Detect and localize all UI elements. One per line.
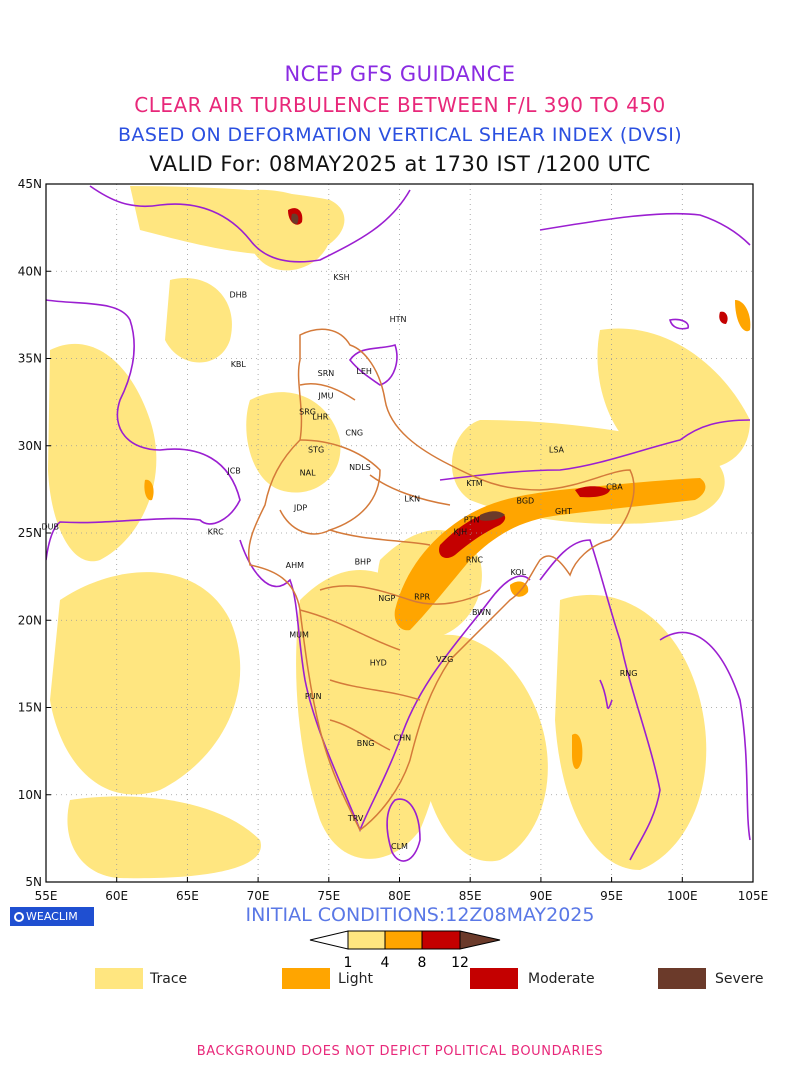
legend-label-moderate: Moderate (528, 971, 595, 987)
lon-tick-label: 95E (600, 889, 623, 903)
station-label-cba: CBA (606, 482, 623, 491)
lon-tick-label: 75E (317, 889, 340, 903)
lon-tick-label: 100E (667, 889, 698, 903)
title-line-1: NCEP GFS GUIDANCE (284, 62, 516, 86)
legend-swatch-light (282, 968, 330, 989)
lon-tick-label: 80E (388, 889, 411, 903)
station-label-lhr: LHR (312, 413, 328, 422)
light-turbulence-band (144, 300, 751, 770)
station-label-ptn: PTN (464, 516, 480, 525)
station-label-kbl: KBL (231, 360, 247, 369)
station-label-leh: LEH (356, 367, 372, 376)
lon-tick-label: 85E (459, 889, 482, 903)
station-label-kjh: KJH (453, 528, 467, 537)
severe-turbulence-core (291, 213, 505, 521)
station-label-srn: SRN (318, 369, 335, 378)
station-label-vzg: VZG (436, 655, 453, 664)
colorbar-segment-moderate (421, 930, 461, 950)
station-label-cng: CNG (345, 428, 363, 437)
weaclim-logo: WEACLIM (10, 907, 94, 926)
initial-conditions: INITIAL CONDITIONS:12Z08MAY2025 (245, 904, 595, 926)
station-label-kol: KOL (510, 568, 526, 577)
station-label-lkn: LKN (404, 495, 420, 504)
lat-tick-label: 5N (25, 875, 42, 889)
colorbar-segment-light (384, 930, 423, 950)
station-label-bwn: BWN (472, 608, 491, 617)
station-label-jcb: JCB (226, 467, 240, 476)
station-label-ktm: KTM (466, 479, 483, 488)
lat-tick-label: 20N (18, 613, 42, 627)
station-label-rng: RNG (620, 669, 638, 678)
lon-tick-label: 90E (529, 889, 552, 903)
valid-time: VALID For: 08MAY2025 at 1730 IST /1200 U… (149, 152, 651, 176)
legend-label-light: Light (338, 971, 373, 987)
map-axes: 55E 60E 65E 70E 75E 80E 85E 90E 95E 100E 105E 5N 10N… (18, 177, 769, 903)
legend-label-severe: Severe (715, 971, 764, 987)
lon-tick-label: 65E (176, 889, 199, 903)
station-label-nal: NAL (300, 468, 316, 477)
weaclim-logo-icon (14, 912, 24, 922)
lat-tick-label: 15N (18, 701, 42, 715)
station-label-ght: GHT (555, 507, 572, 516)
lat-tick-label: 35N (18, 352, 42, 366)
trace-turbulence-area (48, 186, 750, 879)
title-line-3: BASED ON DEFORMATION VERTICAL SHEAR INDE… (117, 124, 683, 146)
legend-swatch-moderate (470, 968, 518, 989)
station-label-ngp: NGP (378, 594, 395, 603)
station-label-jmu: JMU (317, 392, 333, 401)
legend-swatch-severe (658, 968, 706, 989)
station-label-jdp: JDP (293, 503, 308, 512)
station-label-hyd: HYD (370, 659, 387, 668)
title-line-2: CLEAR AIR TURBULENCE BETWEEN F/L 390 TO … (134, 93, 666, 117)
station-label-srg: SRG (299, 407, 316, 416)
coastline-boundaries (46, 185, 751, 862)
lat-tick-label: 45N (18, 177, 42, 191)
colorbar: 1 4 8 12 (309, 930, 501, 971)
lon-tick-label: 60E (105, 889, 128, 903)
station-label-ndls: NDLS (349, 463, 371, 472)
legend-swatch-trace (95, 968, 143, 989)
station-label-ksh: KSH (333, 273, 349, 282)
station-label-dub: DUB (41, 523, 59, 532)
station-label-rpr: RPR (414, 592, 430, 601)
station-label-krc: KRC (208, 528, 224, 537)
station-label-bng: BNG (357, 739, 375, 748)
station-label-stg: STG (308, 446, 324, 455)
colorbar-tick: 12 (451, 955, 469, 971)
legend-label-trace: Trace (150, 971, 188, 987)
colorbar-segment-trace (347, 930, 386, 950)
colorbar-tick: 8 (418, 955, 427, 971)
lat-tick-label: 40N (18, 264, 42, 278)
colorbar-high-arrow (459, 930, 501, 950)
lat-tick-label: 10N (18, 788, 42, 802)
station-label-bhp: BHP (355, 557, 372, 566)
station-label-trv: TRV (347, 814, 364, 823)
lat-tick-label: 30N (18, 439, 42, 453)
station-label-pun: PUN (305, 692, 322, 701)
india-outline (247, 328, 635, 832)
colorbar-low-arrow (309, 930, 349, 950)
station-label-chn: CHN (394, 734, 412, 743)
station-label-htn: HTN (390, 315, 407, 324)
moderate-turbulence-core (288, 208, 728, 559)
colorbar-tick: 1 (344, 955, 353, 971)
station-label-clm: CLM (391, 842, 408, 851)
station-label-ahm: AHM (286, 561, 304, 570)
lon-tick-label: 55E (35, 889, 58, 903)
station-label-rnc: RNC (466, 556, 484, 565)
station-label-lsa: LSA (549, 446, 565, 455)
station-label-bgd: BGD (516, 496, 534, 505)
colorbar-tick: 4 (381, 955, 390, 971)
logo-text: WEACLIM (26, 910, 78, 923)
lon-tick-label: 70E (247, 889, 270, 903)
lon-tick-label: 105E (738, 889, 769, 903)
station-label-dhb: DHB (229, 290, 247, 299)
station-label-mum: MUM (289, 631, 309, 640)
lat-tick-label: 25N (18, 526, 42, 540)
footer-disclaimer: BACKGROUND DOES NOT DEPICT POLITICAL BOU… (196, 1044, 604, 1059)
